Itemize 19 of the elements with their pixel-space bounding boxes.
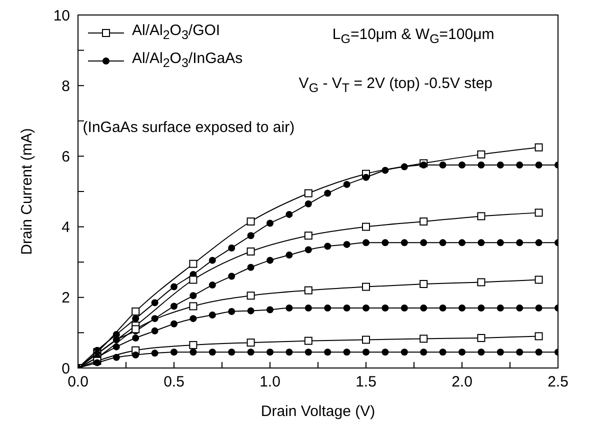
y-tick-label: 6 (62, 148, 70, 166)
x-tick-label: 2.0 (452, 374, 472, 391)
y-tick-label: 2 (62, 290, 70, 307)
legend-label: Al/Al$_{2}$O$_{3}$/GOI (132, 21, 220, 44)
x-tick-label: 0.5 (164, 374, 184, 391)
annotation: V$_{G}$ - V$_{T}$ = 2V (top) -0.5V step (298, 75, 493, 98)
legend-label: Al/Al$_{2}$O$_{3}$/InGaAs (132, 49, 243, 72)
x-tick-label: 2.5 (548, 374, 568, 391)
y-axis-title: Drain Current (mA) (18, 128, 36, 255)
y-tick-label: 0 (62, 360, 70, 378)
x-tick-label: 1.5 (356, 374, 376, 391)
x-axis-title: Drain Voltage (V) (260, 403, 376, 420)
y-tick-label: 8 (62, 78, 70, 95)
y-tick-label: 4 (62, 219, 70, 236)
x-tick-label: 1.0 (260, 374, 280, 391)
x-tick-label: 0.0 (68, 374, 88, 391)
annotation: L$_{G}$=10μm & W$_{G}$=100μm (332, 26, 494, 48)
y-tick-label: 10 (53, 7, 70, 24)
annotation: (InGaAs surface exposed to air) (82, 119, 295, 138)
